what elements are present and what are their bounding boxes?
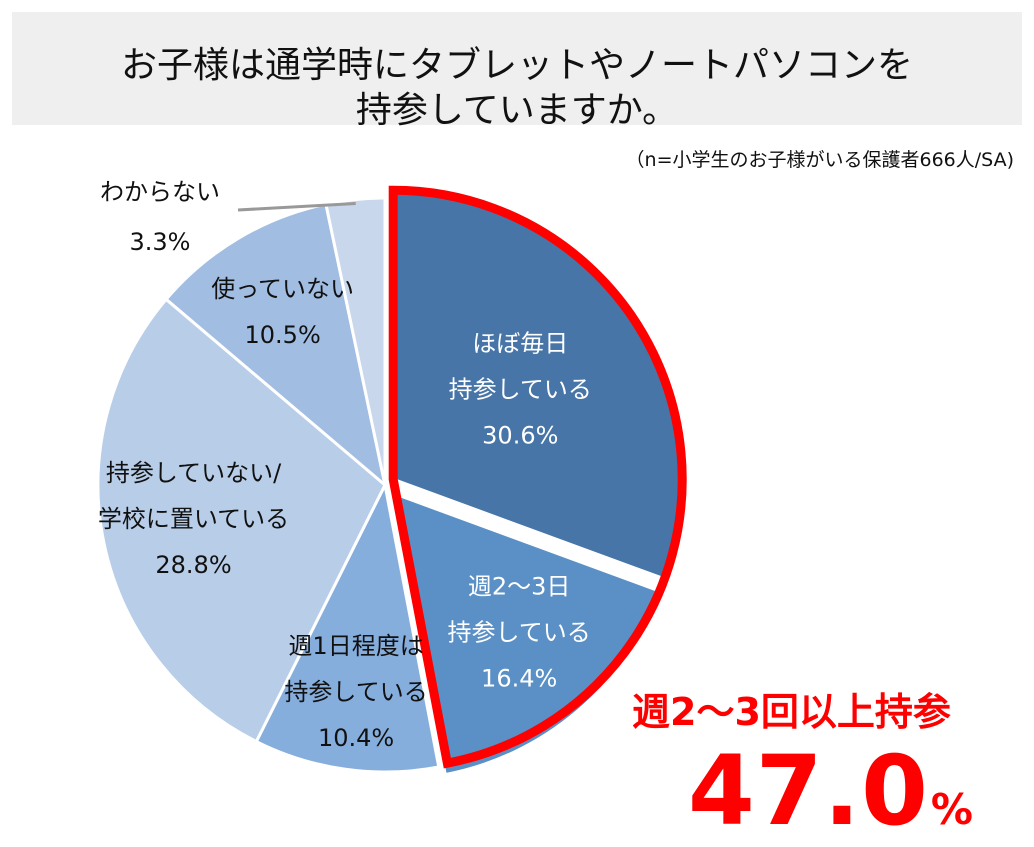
callout-value: 47.0% xyxy=(688,735,973,847)
chart-title-line-1: お子様は通学時にタブレットやノートパソコンを xyxy=(120,45,913,86)
slice-6-label: わからない xyxy=(100,178,220,206)
slice-3-value-label: 10.4% xyxy=(318,724,394,752)
slice-5-value-label: 10.5% xyxy=(245,321,321,349)
slice-3-label: 週1日程度は xyxy=(288,632,423,660)
leader-line xyxy=(237,202,356,212)
pie-slice-3 xyxy=(254,480,441,774)
slice-1-label: 持参している xyxy=(449,376,592,404)
slice-2-label: 週2〜3日 xyxy=(468,573,571,601)
highlight-outline xyxy=(388,185,687,769)
slice-4-label: 持参していない/ xyxy=(106,459,282,487)
slice-4-label: 学校に置いている xyxy=(98,505,289,533)
slice-1-value-label: 30.6% xyxy=(482,422,558,450)
slice-2-label: 持参している xyxy=(448,619,591,647)
sample-note: （n=小学生のお子様がいる保護者666人/SA) xyxy=(625,149,1014,171)
slice-3-label: 持参している xyxy=(284,678,427,706)
title-box: お子様は通学時にタブレットやノートパソコンを 持参していますか。 xyxy=(12,12,1022,131)
slice-2-value-label: 16.4% xyxy=(481,665,557,693)
callout-label: 週2〜3回以上持参 xyxy=(632,690,951,734)
slice-4-value-label: 28.8% xyxy=(155,551,231,579)
callout-number: 47.0 xyxy=(688,735,929,847)
slice-1-label: ほぼ毎日 xyxy=(472,330,568,358)
slice-5-label: 使っていない xyxy=(211,275,354,303)
slice-6-value-label: 3.3% xyxy=(130,228,191,256)
chart-title-line-2: 持参していますか。 xyxy=(355,90,679,131)
callout-unit: % xyxy=(930,785,973,834)
pie-slice-4 xyxy=(96,297,387,744)
